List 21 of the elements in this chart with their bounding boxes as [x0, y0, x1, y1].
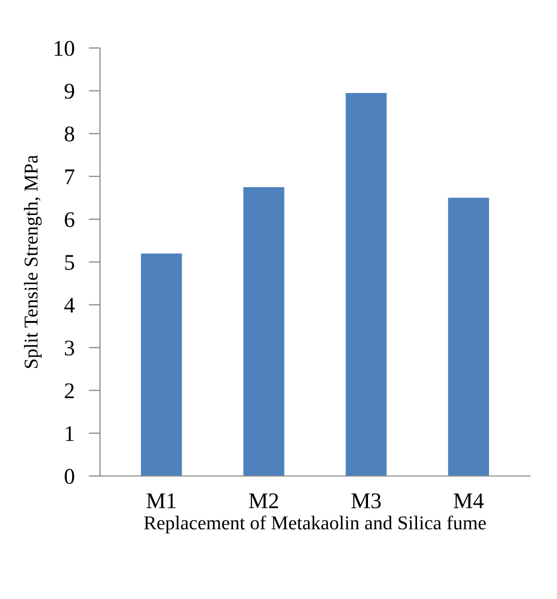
y-tick-label: 8: [64, 126, 74, 142]
y-tick-label: 2: [64, 383, 74, 398]
bar: [346, 92, 387, 476]
y-axis-title: Split Tensile Strength, MPa: [24, 155, 42, 368]
y-tick-label: 1: [66, 426, 74, 441]
y-tick-label: 10: [54, 40, 74, 56]
y-tick-label: 5: [65, 255, 74, 270]
x-tick-label: M4: [454, 493, 484, 508]
x-axis-title: Replacement of Metakaolin and Silica fume: [144, 516, 486, 534]
y-tick-label: 4: [64, 298, 75, 313]
y-tick-label: 3: [64, 340, 74, 356]
y-tick-label: 0: [64, 468, 74, 484]
y-tick-label: 7: [65, 170, 74, 184]
x-tick-label: M3: [351, 493, 381, 508]
y-tick-label: 9: [64, 84, 74, 99]
y-tick-label: 6: [64, 212, 74, 228]
bar: [448, 198, 490, 476]
x-tick-label: M2: [249, 493, 278, 508]
x-tick-label: M1: [146, 493, 176, 508]
bar: [243, 187, 284, 476]
bar: [140, 253, 182, 476]
